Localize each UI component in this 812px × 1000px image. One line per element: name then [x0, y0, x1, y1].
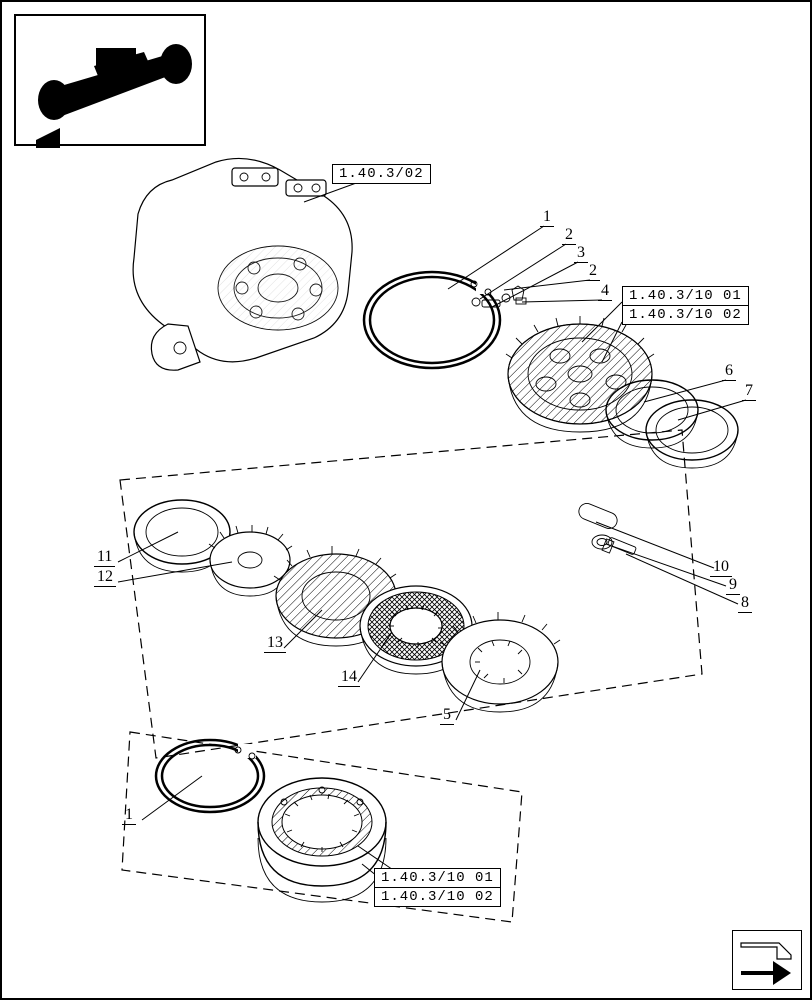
ref-label-bottom-1: 1.40.3/10 01 — [374, 868, 501, 888]
thumbnail-svg — [16, 16, 208, 148]
callout-14: 14 — [338, 668, 360, 687]
ref-label-right: 1.40.3/10 01 1.40.3/10 02 — [622, 286, 749, 325]
callout-2a: 2 — [562, 226, 576, 245]
page-frame: 1.40.3/02 1.40.3/10 01 1.40.3/10 02 1.40… — [0, 0, 812, 1000]
ref-label-bottom: 1.40.3/10 01 1.40.3/10 02 — [374, 868, 501, 907]
ref-label-right-1: 1.40.3/10 01 — [622, 286, 749, 306]
callout-5: 5 — [440, 706, 454, 725]
callout-12: 12 — [94, 568, 116, 587]
snap-ring-top — [364, 272, 500, 368]
callout-4: 4 — [598, 282, 612, 301]
snap-ring-bottom — [156, 740, 264, 812]
friction-disc-13 — [274, 546, 396, 646]
callout-11: 11 — [94, 548, 115, 567]
exploded-view — [2, 2, 812, 1000]
group-box-middle — [120, 430, 702, 758]
small-parts — [472, 286, 526, 307]
callout-1a: 1 — [540, 208, 554, 227]
ref-label-top-text: 1.40.3/02 — [339, 166, 424, 182]
page-next-icon — [732, 930, 802, 990]
callout-2b: 2 — [586, 262, 600, 281]
ref-label-bottom-2: 1.40.3/10 02 — [374, 888, 501, 907]
callout-7: 7 — [742, 382, 756, 401]
callout-6: 6 — [722, 362, 736, 381]
gear-12 — [209, 525, 292, 596]
carrier-disc — [506, 316, 654, 432]
callout-1b: 1 — [122, 806, 136, 825]
callout-8: 8 — [738, 594, 752, 613]
ref-label-right-2: 1.40.3/10 02 — [622, 306, 749, 325]
gear-5 — [440, 612, 560, 712]
crown-ring-11 — [134, 500, 230, 572]
housing — [133, 158, 352, 370]
seal-ring-7 — [646, 400, 738, 468]
ring-gear-bottom — [258, 778, 386, 902]
callout-10: 10 — [710, 558, 732, 577]
pin-set — [576, 501, 636, 555]
thumbnail-box — [14, 14, 206, 146]
friction-disc-14 — [360, 586, 472, 674]
callout-3: 3 — [574, 244, 588, 263]
callout-13: 13 — [264, 634, 286, 653]
callout-9: 9 — [726, 576, 740, 595]
ref-label-top: 1.40.3/02 — [332, 164, 431, 184]
seal-ring-6 — [606, 380, 698, 448]
